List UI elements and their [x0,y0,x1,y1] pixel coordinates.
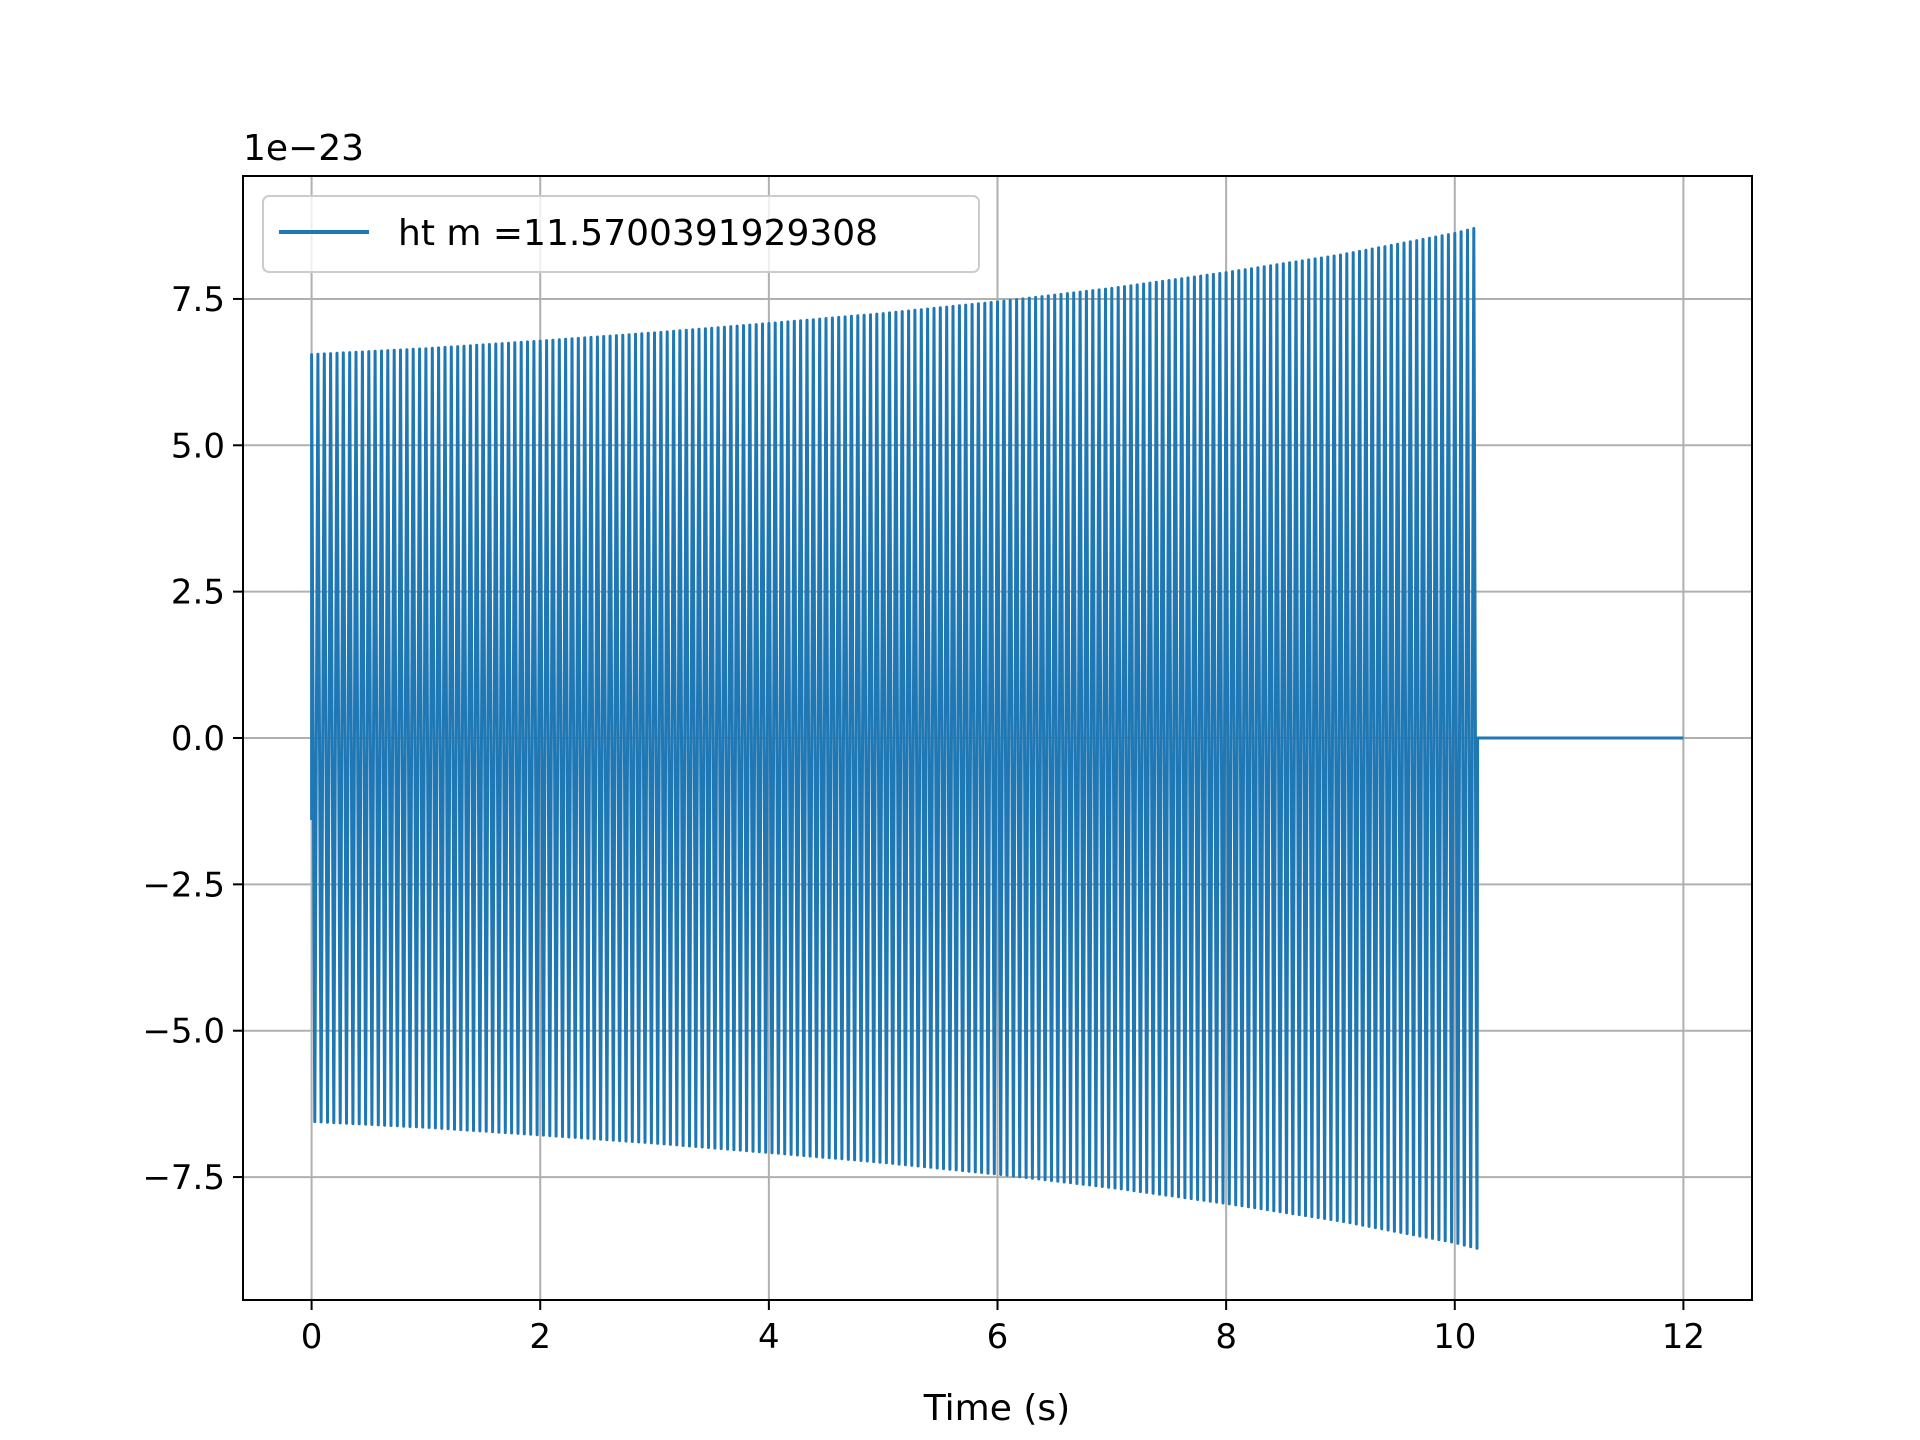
series-line [310,227,1684,1250]
series-layer [310,227,1684,1250]
y-tick-label: 7.5 [171,280,225,320]
x-tick-label: 6 [987,1317,1009,1357]
x-tick-label: 8 [1215,1317,1237,1357]
y-tick-label: 2.5 [171,573,225,613]
y-tick-label: −7.5 [142,1158,225,1198]
x-tick-label: 10 [1433,1317,1476,1357]
y-axis: −7.5 −5.0 −2.5 0.0 2.5 5.0 7.5 [142,280,243,1198]
y-tick-label: −5.0 [142,1012,225,1052]
x-tick-label: 12 [1662,1317,1705,1357]
legend-box [262,195,980,273]
y-tick-label: 5.0 [171,426,225,466]
x-tick-label: 4 [758,1317,780,1357]
legend-label: ht m =11.5700391929308 [398,213,878,254]
x-axis-label: Time (s) [923,1388,1070,1429]
x-axis: 0 2 4 6 8 10 12 [301,1300,1705,1357]
y-tick-label: −2.5 [142,865,225,905]
x-tick-label: 2 [529,1317,551,1357]
x-tick-label: 0 [301,1317,323,1357]
legend: ht m =11.5700391929308 [262,195,980,273]
y-offset-label: 1e−23 [243,128,364,169]
y-tick-label: 0.0 [171,719,225,759]
